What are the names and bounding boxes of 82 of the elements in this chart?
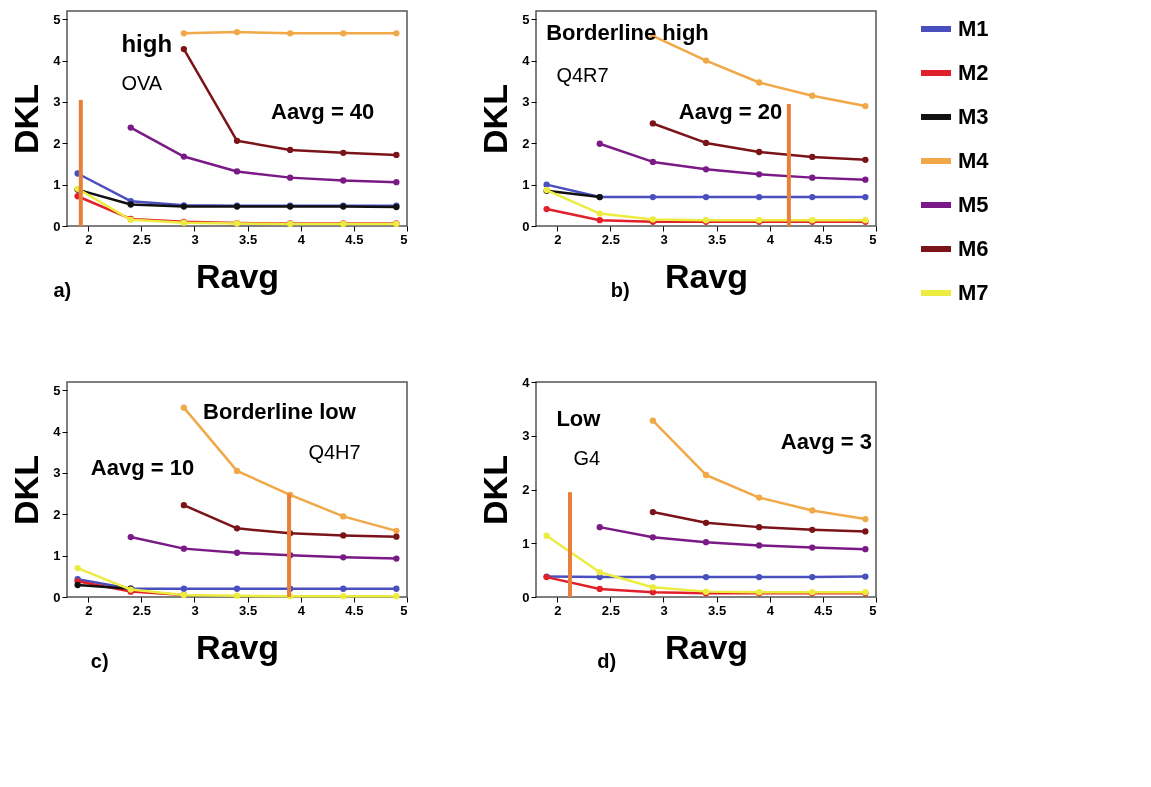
y-tick-label: 4 (522, 53, 531, 69)
legend-label: M7 (958, 280, 989, 305)
y-tick-label: 0 (522, 589, 530, 605)
y-axis-title: DKL (7, 455, 46, 525)
annotation: OVA (121, 72, 163, 95)
x-tick-label: 5 (400, 231, 408, 247)
y-tick-label: 2 (53, 506, 61, 522)
x-tick-label: 4 (766, 231, 775, 247)
annotation: Low (556, 405, 602, 431)
x-tick-label: 3.5 (708, 602, 727, 618)
y-tick-label: 3 (522, 94, 530, 110)
y-tick-label: 1 (522, 177, 530, 193)
annotation: G4 (573, 447, 601, 470)
x-tick-label: 5 (869, 231, 877, 247)
text: b) (610, 278, 630, 301)
y-tick-label: 5 (53, 382, 61, 398)
x-tick-label: 4.5 (814, 231, 833, 247)
y-tick-label: 4 (53, 424, 62, 440)
annotation: Q4H7 (308, 440, 361, 463)
x-tick-label: 4.5 (345, 231, 364, 247)
x-tick-label: 4 (297, 231, 306, 247)
x-axis-title: Ravg (664, 256, 749, 295)
y-tick-label: 3 (53, 465, 61, 481)
x-tick-label: 4.5 (814, 602, 833, 618)
x-tick-label: 5 (400, 602, 408, 618)
x-tick-label: 2 (554, 231, 562, 247)
x-tick-label: 3 (660, 231, 668, 247)
x-tick-label: 2.5 (601, 602, 620, 618)
legend-label: M6 (958, 236, 989, 261)
annotation: Q4R7 (556, 63, 609, 86)
y-tick-label: 0 (522, 218, 530, 234)
text: d) (597, 649, 617, 672)
annotation: Borderline high (546, 19, 709, 45)
legend-label: M3 (958, 104, 989, 129)
y-tick-label: 3 (522, 428, 530, 444)
x-tick-label: 4 (766, 602, 775, 618)
annotation: Aavg = 3 (780, 429, 872, 455)
x-tick-label: 4.5 (345, 602, 364, 618)
x-tick-label: 3.5 (239, 602, 258, 618)
text: a) (53, 278, 72, 301)
y-tick-label: 0 (53, 218, 61, 234)
x-axis-title: Ravg (664, 627, 749, 666)
y-tick-label: 2 (53, 135, 61, 151)
x-tick-label: 3.5 (708, 231, 727, 247)
text: c) (90, 649, 109, 672)
x-tick-label: 5 (869, 602, 877, 618)
x-tick-label: 2.5 (132, 602, 151, 618)
y-axis-title: DKL (7, 84, 46, 154)
y-tick-label: 4 (53, 53, 62, 69)
legend-label: M1 (958, 16, 989, 41)
y-axis-title: DKL (476, 84, 515, 154)
x-tick-label: 3.5 (239, 231, 258, 247)
x-tick-label: 3 (191, 602, 199, 618)
x-axis-title: Ravg (195, 627, 280, 666)
legend-label: M2 (958, 60, 989, 85)
x-tick-label: 2 (85, 602, 93, 618)
y-tick-label: 2 (522, 135, 530, 151)
y-tick-label: 3 (53, 94, 61, 110)
x-tick-label: 3 (660, 602, 668, 618)
legend-label: M4 (958, 148, 990, 173)
annotation: Borderline low (203, 399, 357, 425)
x-tick-label: 3 (191, 231, 199, 247)
y-tick-label: 4 (522, 374, 531, 390)
annotation: Aavg = 20 (678, 99, 783, 125)
legend-label: M5 (958, 192, 989, 217)
y-tick-label: 2 (522, 482, 530, 497)
y-tick-label: 1 (53, 177, 61, 193)
x-tick-label: 2.5 (132, 231, 151, 247)
y-tick-label: 1 (53, 548, 61, 564)
annotation: Aavg = 40 (271, 99, 375, 125)
y-tick-label: 5 (53, 11, 61, 27)
x-tick-label: 4 (297, 602, 306, 618)
y-tick-label: 0 (53, 589, 61, 605)
annotation: Aavg = 10 (90, 455, 195, 480)
y-axis-title: DKL (476, 455, 515, 525)
annotation: high (121, 30, 173, 58)
x-axis-title: Ravg (195, 256, 280, 295)
x-tick-label: 2 (554, 602, 562, 618)
y-tick-label: 1 (522, 535, 530, 551)
x-tick-label: 2.5 (601, 231, 620, 247)
y-tick-label: 5 (522, 11, 530, 27)
x-tick-label: 2 (85, 231, 93, 247)
